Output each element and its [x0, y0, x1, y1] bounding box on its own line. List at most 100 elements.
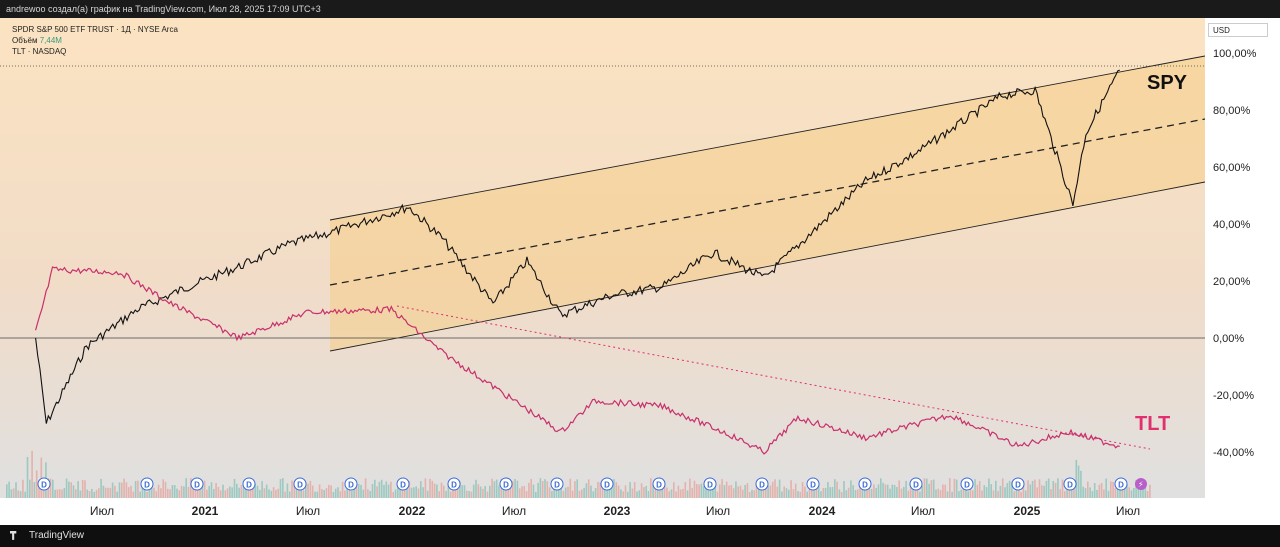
dividend-marker-icon[interactable]	[652, 477, 666, 491]
volume-bar	[461, 485, 463, 498]
volume-bar	[447, 483, 450, 498]
dividend-marker-icon[interactable]	[1011, 477, 1025, 491]
volume-bar	[1001, 478, 1004, 498]
dividend-marker-icon[interactable]	[1063, 477, 1077, 491]
volume-bar	[880, 478, 882, 498]
volume-bar	[1119, 490, 1121, 498]
volume-bar	[364, 478, 367, 498]
volume-bar	[951, 491, 953, 498]
volume-bar	[196, 487, 199, 498]
volume-bar	[144, 486, 146, 498]
chart-area[interactable]: 100,00% 80,00% 60,00% 40,00% 20,00% 0,00% -20,…	[0, 18, 1280, 525]
legend-volume[interactable]: Объём 7,44M	[12, 35, 178, 46]
volume-bar	[893, 485, 896, 498]
dividend-marker-icon[interactable]	[190, 477, 204, 491]
volume-bar	[1057, 478, 1059, 498]
volume-bar	[988, 478, 990, 498]
dividend-marker-label: D	[913, 481, 919, 490]
y-tick-label: 40,00%	[1213, 219, 1251, 231]
volume-bar	[668, 491, 670, 498]
volume-bar	[995, 480, 997, 498]
volume-bar	[992, 490, 995, 498]
volume-bar	[157, 484, 160, 498]
volume-bar	[417, 488, 420, 498]
volume-bar	[121, 482, 123, 498]
volume-bar	[134, 481, 137, 498]
volume-bar	[587, 479, 590, 498]
volume-bar	[341, 481, 344, 498]
dividend-marker-icon[interactable]	[703, 477, 717, 491]
volume-bar	[238, 487, 240, 498]
dividend-marker-icon[interactable]	[396, 477, 410, 491]
dividend-marker-icon[interactable]	[1114, 477, 1128, 491]
x-tick-label: Июл	[706, 504, 730, 518]
x-axis-ticks: Июл 2021 Июл 2022 Июл 2023 Июл 2024 Июл 2025 Июл	[90, 504, 1140, 518]
dividend-marker-icon[interactable]	[344, 477, 358, 491]
volume-bar	[778, 479, 781, 498]
currency-badge[interactable]: USD	[1208, 23, 1268, 37]
volume-bar	[470, 491, 473, 498]
volume-bar	[259, 489, 261, 498]
volume-value: 7,44M	[39, 36, 62, 45]
volume-bar	[109, 487, 112, 498]
volume-bar	[647, 490, 650, 498]
dividend-marker-icon[interactable]	[499, 477, 513, 491]
volume-bar	[65, 478, 68, 498]
dividend-marker-icon[interactable]	[806, 477, 820, 491]
volume-bar	[921, 486, 923, 498]
volume-bar	[562, 490, 565, 498]
volume-bar	[305, 482, 307, 498]
volume-bar	[891, 484, 894, 498]
volume-bar	[1100, 483, 1103, 498]
volume-bar	[751, 489, 753, 498]
volume-bar	[58, 489, 61, 498]
dividend-marker-icon[interactable]	[37, 477, 51, 491]
volume-bar	[684, 482, 687, 498]
price-scale-panel[interactable]	[1205, 18, 1280, 525]
volume-bar	[390, 481, 392, 498]
volume-bar	[323, 490, 325, 498]
dividend-marker-icon[interactable]	[858, 477, 872, 491]
volume-bar	[261, 481, 263, 498]
legend-primary[interactable]: SPDR S&P 500 ETF TRUST · 1Д · NYSE Arca	[12, 25, 178, 34]
tradingview-logo-icon[interactable]	[10, 530, 17, 540]
volume-bar	[682, 488, 684, 498]
volume-bar	[949, 478, 951, 498]
volume-bar	[1034, 479, 1036, 498]
volume-bar	[355, 486, 358, 498]
volume-bar	[1135, 480, 1137, 498]
channel-upper-line[interactable]	[329, 55, 1206, 221]
dividend-marker-icon[interactable]	[755, 477, 769, 491]
volume-bar	[279, 479, 282, 498]
volume-bar	[746, 483, 749, 498]
legend-secondary[interactable]: TLT · NASDAQ	[12, 47, 67, 56]
dividend-marker-icon[interactable]	[293, 477, 307, 491]
volume-bar	[1149, 484, 1151, 498]
dividend-marker-icon[interactable]	[600, 477, 614, 491]
dividend-marker-icon[interactable]	[140, 477, 154, 491]
volume-bar	[284, 491, 286, 498]
time-scale-panel[interactable]	[0, 498, 1205, 525]
channel-median-line[interactable]	[329, 118, 1206, 286]
price-chart[interactable]: 100,00% 80,00% 60,00% 40,00% 20,00% 0,00% -20,…	[0, 18, 1280, 525]
event-flash-icon[interactable]	[1135, 478, 1147, 490]
dividend-marker-icon[interactable]	[550, 477, 564, 491]
volume-bar	[935, 489, 937, 498]
volume-bar	[190, 478, 192, 498]
volume-bar	[978, 481, 981, 498]
channel-lower-line[interactable]	[329, 181, 1206, 352]
volume-bar	[371, 483, 374, 498]
series-line-tlt[interactable]	[35, 266, 1120, 455]
volume-bar	[35, 470, 38, 498]
volume-bar	[1084, 488, 1087, 498]
dividend-marker-icon[interactable]	[909, 477, 923, 491]
series-line-spy[interactable]	[35, 69, 1120, 424]
dividend-marker-label: D	[759, 481, 765, 490]
dividend-marker-icon[interactable]	[960, 477, 974, 491]
volume-bar	[192, 486, 194, 498]
volume-bar	[654, 486, 657, 498]
volume-bar	[374, 479, 376, 498]
dividend-marker-icon[interactable]	[447, 477, 461, 491]
dividend-marker-icon[interactable]	[242, 477, 256, 491]
volume-bar	[208, 486, 210, 498]
